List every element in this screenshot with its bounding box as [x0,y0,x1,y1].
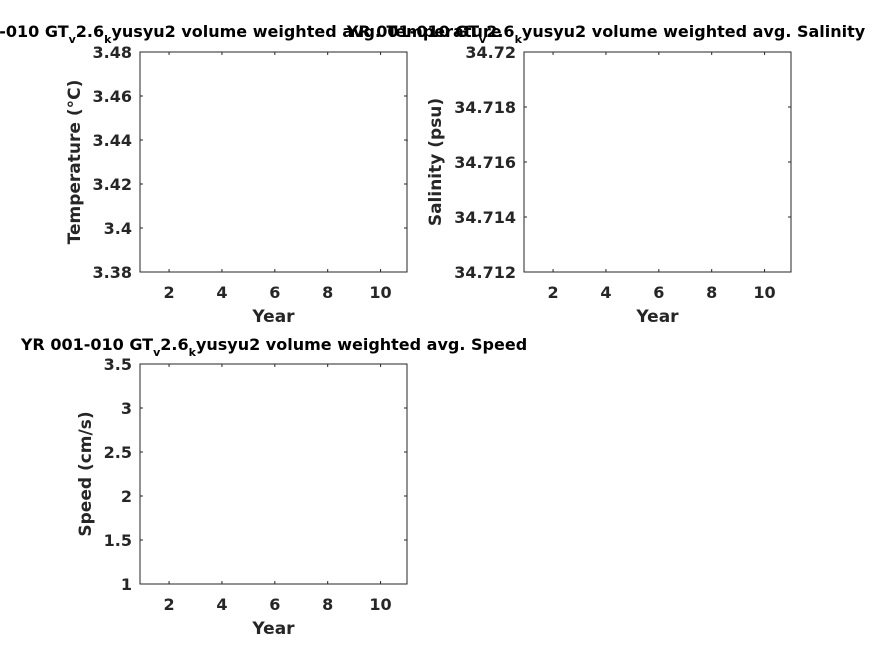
y-tick-label: 3.46 [93,87,132,106]
x-tick-label: 10 [753,283,775,302]
y-tick-label: 3.38 [93,263,132,282]
x-tick-label: 6 [269,595,280,614]
chart-panel-2: 2 4 6 8 10 34.712 34.714 34.716 34.718 34.72 Year S… [426,43,792,327]
x-tick-label: 4 [216,595,227,614]
x-axis-label: Year [635,307,679,327]
y-tick-label: 34.716 [454,153,516,172]
x-tick-label: 2 [164,595,175,614]
y-axis-label: Speed (cm/s) [76,411,96,536]
y-tick-label: 3 [121,399,132,418]
chart-title: YR 001-010 GTv2.6kyusyu2 volume weighted… [20,335,527,359]
x-tick-label: 4 [216,283,227,302]
y-tick-label: 1 [121,575,132,594]
y-axis-label: Salinity (psu) [426,98,446,226]
x-tick-label: 10 [369,595,391,614]
x-tick-label: 2 [548,283,559,302]
x-tick-label: 8 [322,595,333,614]
axes-frame [139,51,408,273]
y-tick-label: 3.48 [93,43,132,62]
axes-frame [139,363,408,585]
axes-frame [523,51,792,273]
x-tick-label: 2 [164,283,175,302]
y-tick-label: 3.4 [104,219,132,238]
y-tick-label: 3.5 [104,355,132,374]
x-tick-label: 8 [706,283,717,302]
chart-title: YR 001-010 GTv2.6kyusyu2 volume weighted… [346,22,866,46]
y-tick-label: 34.712 [454,263,516,282]
x-tick-label: 8 [322,283,333,302]
y-axis-label: Temperature (°C) [65,80,85,245]
y-tick-label: 2.5 [104,443,132,462]
y-tick-label: 34.72 [465,43,516,62]
y-tick-label: 3.42 [93,175,132,194]
x-tick-label: 4 [600,283,611,302]
y-tick-label: 34.718 [454,98,516,117]
x-axis-label: Year [251,307,295,327]
x-tick-label: 6 [269,283,280,302]
chart-panel-1: 2 4 6 8 10 3.38 3.4 3.42 3.44 3.46 3.48 Year Tempera… [65,43,409,327]
x-axis-label: Year [251,619,295,639]
x-tick-label: 6 [653,283,664,302]
x-tick-label: 10 [369,283,391,302]
chart-panel-3: 2 4 6 8 10 1 1.5 2 2.5 3 3.5 Year Speed (cm/s) [76,355,408,639]
y-tick-label: 2 [121,487,132,506]
y-tick-label: 3.44 [93,131,132,150]
y-tick-label: 34.714 [454,208,516,227]
chart-title: YR 001-010 GTv2.6kyusyu2 volume weighted… [0,22,502,46]
y-tick-label: 1.5 [104,531,132,550]
